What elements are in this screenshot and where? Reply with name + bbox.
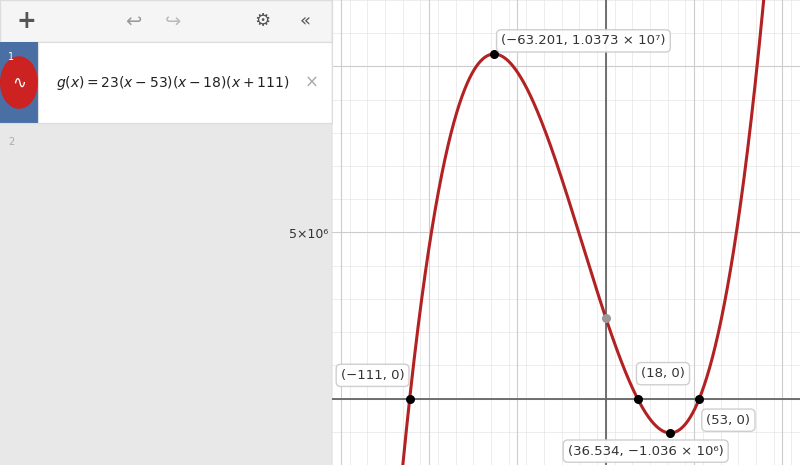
FancyBboxPatch shape (0, 42, 38, 123)
Text: 1: 1 (8, 52, 14, 62)
Text: 2: 2 (8, 137, 14, 147)
Text: ×: × (305, 73, 319, 92)
Text: (−111, 0): (−111, 0) (341, 369, 405, 382)
Text: ↩: ↩ (125, 12, 141, 30)
Text: ⚙: ⚙ (254, 12, 270, 30)
Text: $g(x) = 23(x-53)(x-18)(x+111)$: $g(x) = 23(x-53)(x-18)(x+111)$ (56, 73, 290, 92)
Text: (36.534, −1.036 × 10⁶): (36.534, −1.036 × 10⁶) (568, 445, 723, 458)
Text: +: + (17, 9, 37, 33)
Text: (−63.201, 1.0373 × 10⁷): (−63.201, 1.0373 × 10⁷) (501, 34, 666, 47)
Text: ↪: ↪ (165, 12, 181, 30)
Text: ∿: ∿ (12, 73, 26, 92)
Text: (53, 0): (53, 0) (706, 414, 750, 427)
FancyBboxPatch shape (38, 42, 332, 123)
Text: (18, 0): (18, 0) (641, 367, 685, 380)
Circle shape (1, 57, 37, 108)
Text: «: « (300, 12, 311, 30)
FancyBboxPatch shape (0, 0, 332, 42)
